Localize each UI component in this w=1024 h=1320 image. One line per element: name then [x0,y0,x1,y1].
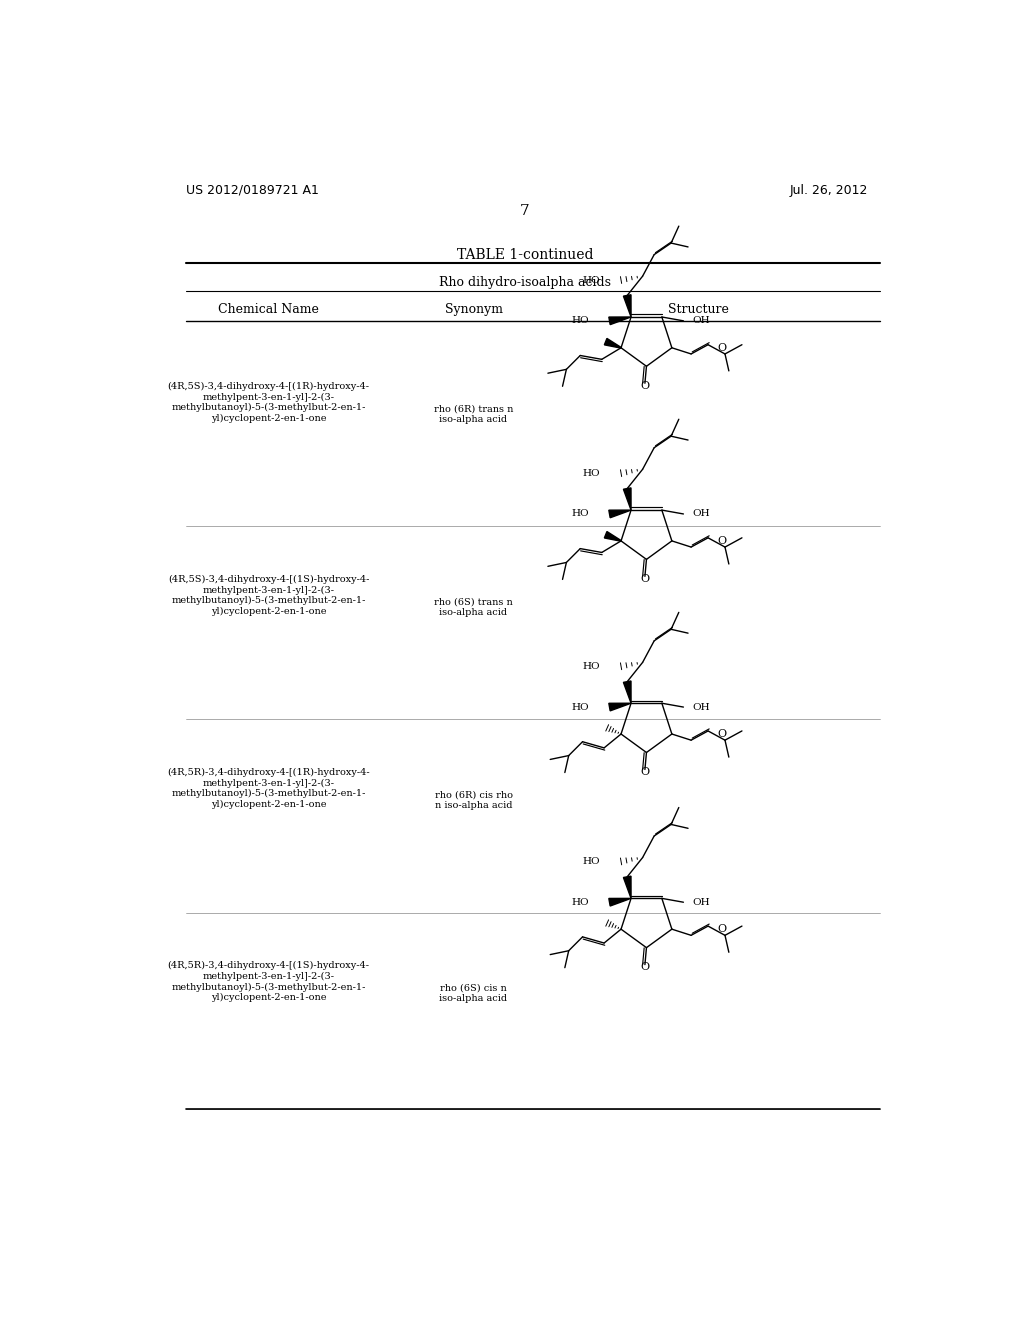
Text: OH: OH [692,510,711,519]
Text: HO: HO [571,510,589,519]
Text: HO: HO [583,276,600,285]
Text: HO: HO [571,317,589,325]
Text: O: O [640,574,649,583]
Text: O: O [717,924,726,935]
Text: O: O [640,381,649,391]
Text: O: O [717,343,726,352]
Text: US 2012/0189721 A1: US 2012/0189721 A1 [185,183,318,197]
Text: rho (6S) cis n
iso-alpha acid: rho (6S) cis n iso-alpha acid [439,983,508,1003]
Text: (4R,5S)-3,4-dihydroxy-4-[(1S)-hydroxy-4-
methylpent-3-en-1-yl]-2-(3-
methylbutan: (4R,5S)-3,4-dihydroxy-4-[(1S)-hydroxy-4-… [168,576,370,616]
Text: Chemical Name: Chemical Name [218,302,319,315]
Polygon shape [624,876,631,899]
Polygon shape [624,488,631,510]
Polygon shape [604,338,622,348]
Text: O: O [717,729,726,739]
Text: O: O [640,767,649,777]
Polygon shape [609,317,631,325]
Polygon shape [609,899,631,906]
Polygon shape [609,704,631,711]
Text: Rho dihydro-isoalpha acids: Rho dihydro-isoalpha acids [439,276,610,289]
Text: OH: OH [692,317,711,325]
Text: HO: HO [571,702,589,711]
Polygon shape [604,532,622,541]
Text: rho (6R) trans n
iso-alpha acid: rho (6R) trans n iso-alpha acid [434,404,513,424]
Polygon shape [624,681,631,704]
Text: HO: HO [583,857,600,866]
Text: (4R,5R)-3,4-dihydroxy-4-[(1R)-hydroxy-4-
methylpent-3-en-1-yl]-2-(3-
methylbutan: (4R,5R)-3,4-dihydroxy-4-[(1R)-hydroxy-4-… [167,768,370,809]
Polygon shape [609,510,631,517]
Text: (4R,5R)-3,4-dihydroxy-4-[(1S)-hydroxy-4-
methylpent-3-en-1-yl]-2-(3-
methylbutan: (4R,5R)-3,4-dihydroxy-4-[(1S)-hydroxy-4-… [168,961,370,1002]
Text: HO: HO [583,661,600,671]
Text: Synonym: Synonym [444,302,503,315]
Text: OH: OH [692,898,711,907]
Text: TABLE 1-continued: TABLE 1-continued [457,248,593,261]
Text: HO: HO [571,898,589,907]
Text: 7: 7 [520,205,529,218]
Text: (4R,5S)-3,4-dihydroxy-4-[(1R)-hydroxy-4-
methylpent-3-en-1-yl]-2-(3-
methylbutan: (4R,5S)-3,4-dihydroxy-4-[(1R)-hydroxy-4-… [168,381,370,422]
Text: Structure: Structure [668,302,729,315]
Text: Jul. 26, 2012: Jul. 26, 2012 [790,183,867,197]
Text: rho (6R) cis rho
n iso-alpha acid: rho (6R) cis rho n iso-alpha acid [434,791,513,810]
Text: O: O [717,536,726,546]
Text: HO: HO [583,469,600,478]
Polygon shape [624,294,631,317]
Text: OH: OH [692,702,711,711]
Text: O: O [640,962,649,973]
Text: rho (6S) trans n
iso-alpha acid: rho (6S) trans n iso-alpha acid [434,598,513,616]
